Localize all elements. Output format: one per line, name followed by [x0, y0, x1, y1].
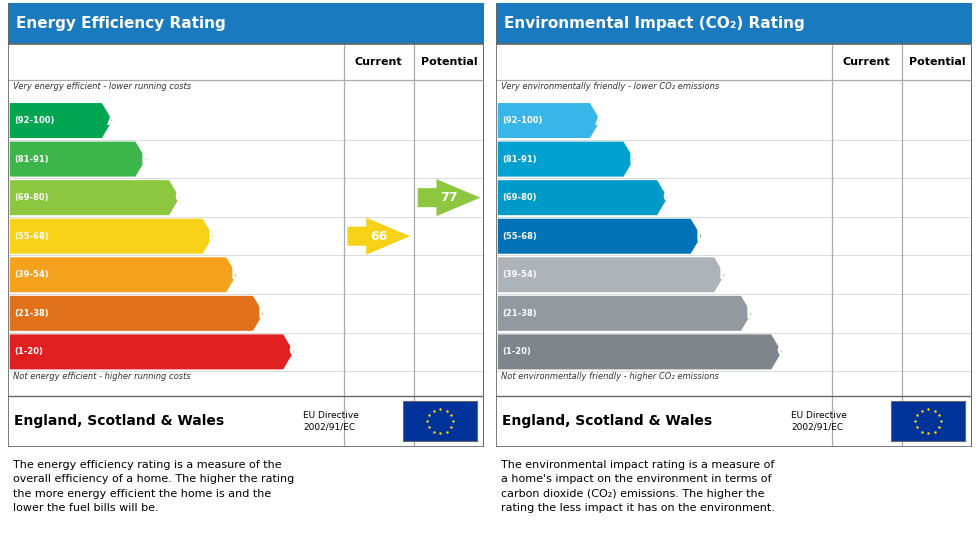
Text: (21-38): (21-38): [502, 309, 537, 318]
Text: Current: Current: [843, 57, 891, 67]
Bar: [8, 3, 484, 44]
Text: (81-91): (81-91): [502, 155, 537, 164]
Text: (69-80): (69-80): [502, 193, 537, 202]
Text: D: D: [208, 229, 220, 244]
Bar: [891, 401, 965, 441]
Polygon shape: [498, 257, 724, 292]
Polygon shape: [417, 179, 480, 216]
Text: (69-80): (69-80): [14, 193, 49, 202]
Text: Potential: Potential: [420, 57, 477, 67]
Polygon shape: [498, 219, 701, 254]
Polygon shape: [498, 296, 752, 331]
Text: A: A: [595, 113, 607, 128]
Text: Current: Current: [355, 57, 403, 67]
Text: EU Directive
2002/91/EC: EU Directive 2002/91/EC: [791, 410, 847, 431]
Polygon shape: [348, 218, 410, 255]
Text: A: A: [107, 113, 119, 128]
Text: (1-20): (1-20): [502, 347, 531, 356]
Text: (81-91): (81-91): [14, 155, 49, 164]
Text: F: F: [258, 306, 269, 321]
Polygon shape: [498, 141, 634, 176]
Text: EU Directive
2002/91/EC: EU Directive 2002/91/EC: [303, 410, 359, 431]
Text: 77: 77: [440, 191, 458, 204]
Text: Not energy efficient - higher running costs: Not energy efficient - higher running co…: [13, 372, 190, 381]
Text: Not environmentally friendly - higher CO₂ emissions: Not environmentally friendly - higher CO…: [501, 372, 718, 381]
Text: C: C: [173, 190, 185, 205]
Text: (1-20): (1-20): [14, 347, 43, 356]
Bar: [496, 3, 972, 44]
Polygon shape: [498, 180, 667, 215]
Text: E: E: [719, 267, 729, 282]
Polygon shape: [10, 103, 113, 138]
Polygon shape: [10, 180, 179, 215]
Text: England, Scotland & Wales: England, Scotland & Wales: [14, 414, 223, 428]
Text: 66: 66: [370, 230, 387, 243]
Text: C: C: [662, 190, 673, 205]
Text: England, Scotland & Wales: England, Scotland & Wales: [502, 414, 711, 428]
Text: E: E: [231, 267, 241, 282]
Text: Energy Efficiency Rating: Energy Efficiency Rating: [17, 16, 226, 31]
Text: Environmental Impact (CO₂) Rating: Environmental Impact (CO₂) Rating: [505, 16, 806, 31]
Text: F: F: [746, 306, 757, 321]
Text: (39-54): (39-54): [502, 270, 537, 279]
Text: G: G: [288, 344, 301, 359]
Text: Very environmentally friendly - lower CO₂ emissions: Very environmentally friendly - lower CO…: [501, 82, 719, 91]
Text: (21-38): (21-38): [14, 309, 49, 318]
Polygon shape: [498, 334, 782, 369]
Text: (55-68): (55-68): [14, 232, 49, 241]
Bar: [403, 401, 477, 441]
Polygon shape: [10, 334, 294, 369]
Text: (39-54): (39-54): [14, 270, 49, 279]
Polygon shape: [10, 296, 264, 331]
Polygon shape: [498, 103, 601, 138]
Text: (55-68): (55-68): [502, 232, 537, 241]
Polygon shape: [10, 257, 236, 292]
Text: Potential: Potential: [908, 57, 965, 67]
Polygon shape: [10, 219, 213, 254]
Text: B: B: [628, 152, 640, 167]
Polygon shape: [10, 141, 146, 176]
Text: (92-100): (92-100): [14, 116, 55, 125]
Text: D: D: [696, 229, 708, 244]
Text: G: G: [776, 344, 789, 359]
Text: Very energy efficient - lower running costs: Very energy efficient - lower running co…: [13, 82, 191, 91]
Text: (92-100): (92-100): [502, 116, 543, 125]
Text: The energy efficiency rating is a measure of the
overall efficiency of a home. T: The energy efficiency rating is a measur…: [13, 460, 294, 513]
Text: B: B: [140, 152, 152, 167]
Text: The environmental impact rating is a measure of
a home's impact on the environme: The environmental impact rating is a mea…: [501, 460, 774, 513]
